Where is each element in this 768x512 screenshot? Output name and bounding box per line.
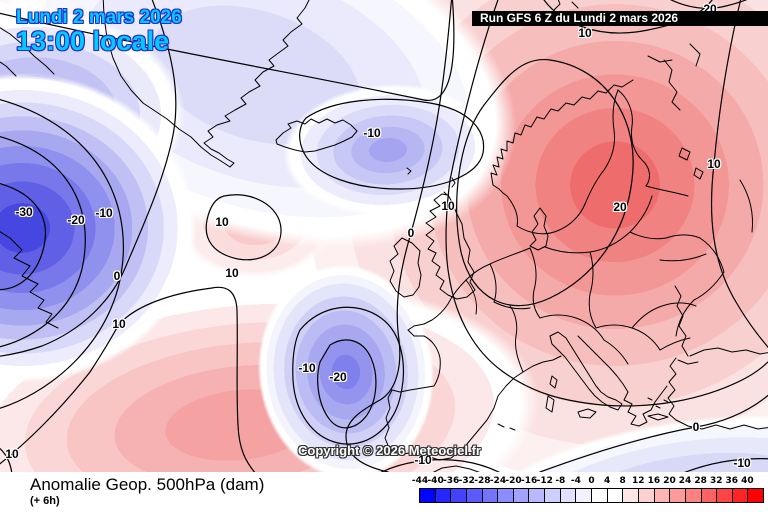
legend-tick: 0: [588, 476, 595, 486]
legend-tick: -40: [427, 476, 444, 486]
legend-tick: 16: [647, 476, 661, 486]
footer-bar: Anomalie Geop. 500hPa (dam) (+ 6h) -44 -4…: [0, 472, 768, 512]
map-area: -30 -20 -10 0 -10 10 10 10 10 0 10 20 10 10 20 -10 -20 -1…: [0, 0, 768, 472]
legend-tick-row: -44 -40 -36 -32 -28 -24 -20 -16 -12 -8 -4 0 4 8 12 16 20…: [412, 476, 764, 487]
legend-tick: -36: [443, 476, 460, 486]
chart-title: Anomalie Geop. 500hPa (dam): [30, 475, 265, 494]
contour-label: 10: [441, 199, 455, 213]
contour-label: 0: [692, 420, 700, 434]
legend-color-cell: [638, 489, 655, 502]
legend-tick: 24: [678, 476, 692, 486]
contour-label: -10: [298, 361, 316, 375]
legend-color-cell: [498, 489, 514, 502]
contour-label: 10: [112, 317, 126, 331]
legend-color-cell: [560, 489, 577, 502]
legend-color-cell: [466, 489, 483, 502]
contour-label: 20: [613, 200, 627, 214]
model-run-bar: Run GFS 6 Z du Lundi 2 mars 2026: [472, 11, 768, 26]
legend-color-cell: [654, 489, 671, 502]
legend-color-cell: [623, 489, 639, 502]
contour-lines: [0, 0, 768, 472]
valid-date-block: Lundi 2 mars 2026 13:00 locale: [16, 8, 182, 56]
legend-color-cell: [685, 489, 702, 502]
valid-time-text: 13:00 locale: [16, 26, 170, 57]
contour-label: 10: [578, 26, 592, 40]
legend-color-cell: [670, 489, 686, 502]
legend-color-bar: [419, 488, 764, 503]
legend-color-cell: [732, 489, 749, 502]
contour-label: -30: [15, 205, 33, 219]
legend-tick: -24: [489, 476, 507, 486]
legend-tick: 8: [619, 476, 626, 486]
contour-label: 10: [215, 215, 229, 229]
legend-tick: 36: [725, 476, 739, 486]
legend-color-cell: [513, 489, 530, 502]
legend-tick: -32: [458, 476, 475, 486]
legend-tick: 12: [632, 476, 645, 486]
copyright-text: Copyright © 2026 Meteociel.fr: [298, 443, 481, 458]
legend-tick: 40: [741, 476, 754, 486]
contour-label: -10: [733, 456, 751, 470]
legend-color-cell: [529, 489, 546, 502]
valid-date-text: Lundi 2 mars 2026: [16, 7, 182, 28]
legend-tick: -28: [474, 476, 491, 486]
legend-color-cell: [592, 489, 608, 502]
legend-color-cell: [420, 489, 436, 502]
contour-label: -20: [329, 370, 347, 384]
contour-label: 10: [707, 157, 721, 171]
legend-tick: -12: [536, 476, 553, 486]
contour-label: -10: [95, 206, 113, 220]
legend-tick: -44: [411, 476, 429, 486]
legend-color-cell: [748, 489, 764, 502]
legend-color-cell: [607, 489, 624, 502]
legend-tick: -4: [570, 476, 581, 486]
legend-color-cell: [435, 489, 452, 502]
anomaly-color-field: [0, 0, 768, 472]
legend-color-cell: [701, 489, 718, 502]
legend-color-cell: [717, 489, 733, 502]
color-scale-legend: -44 -40 -36 -32 -28 -24 -20 -16 -12 -8 -4 0 4 8 12 16 20…: [412, 476, 764, 503]
legend-tick: -8: [555, 476, 566, 486]
forecast-hour-label: (+ 6h): [30, 495, 60, 507]
legend-tick: 20: [663, 476, 676, 486]
legend-color-cell: [451, 489, 467, 502]
contour-label: 10: [225, 266, 239, 280]
contour-label: -10: [414, 453, 432, 467]
legend-color-cell: [482, 489, 499, 502]
contour-label: -20: [67, 213, 85, 227]
contour-label: -10: [363, 126, 381, 140]
legend-tick: -20: [505, 476, 522, 486]
legend-tick: -16: [520, 476, 538, 486]
legend-color-cell: [576, 489, 593, 502]
contour-label: 0: [113, 269, 121, 283]
legend-color-cell: [545, 489, 561, 502]
anomaly-map-graphic: [0, 0, 768, 472]
legend-tick: 4: [603, 476, 611, 486]
contour-label: 0: [407, 226, 415, 240]
contour-label: 10: [5, 447, 19, 461]
legend-tick: 32: [709, 476, 723, 486]
legend-tick: 28: [694, 476, 707, 486]
